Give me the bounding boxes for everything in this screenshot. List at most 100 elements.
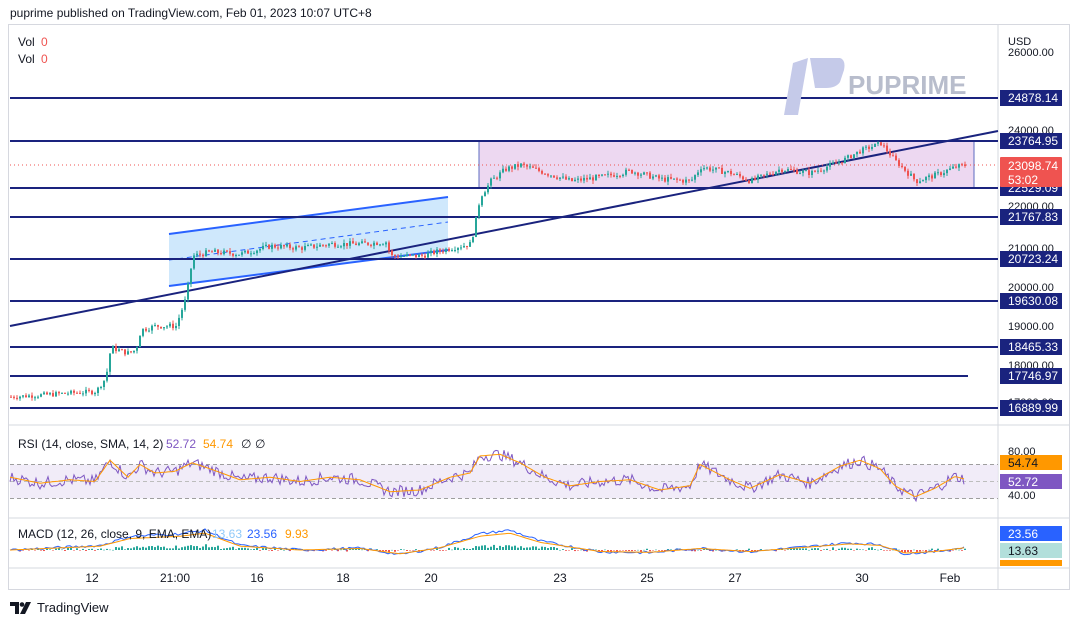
candle-body	[784, 170, 786, 172]
macd-histogram-bar	[394, 550, 396, 552]
macd-histogram-bar	[106, 548, 108, 550]
candle-body	[712, 169, 714, 171]
macd-histogram-bar	[463, 548, 465, 550]
macd-histogram-bar	[268, 550, 270, 551]
candle-body	[436, 249, 438, 255]
candle-body	[799, 172, 801, 174]
candle-body	[385, 242, 387, 245]
candle-body	[583, 177, 585, 181]
rsi-legend-label[interactable]: RSI (14, close, SMA, 14, 2)	[18, 437, 163, 451]
macd-histogram-bar	[46, 548, 48, 550]
macd-histogram-bar	[874, 549, 876, 550]
macd-histogram-bar	[409, 550, 411, 551]
candle-body	[382, 244, 384, 246]
macd-histogram-bar	[652, 550, 654, 551]
price-tick-label: 20000.00	[1008, 282, 1054, 294]
candle-body	[76, 392, 78, 394]
macd-histogram-bar	[661, 550, 663, 551]
rsi-legend-empty-1: ∅	[241, 437, 251, 451]
macd-histogram-bar	[133, 547, 135, 550]
rsi-legend-sma: 54.74	[203, 437, 233, 451]
chart-frame[interactable]	[8, 24, 1070, 590]
candle-body	[658, 175, 660, 179]
candle-body	[655, 175, 657, 177]
macd-histogram-bar	[397, 550, 399, 551]
candle-body	[295, 246, 297, 250]
macd-legend-label[interactable]: MACD (12, 26, close, 9, EMA, EMA)	[18, 527, 211, 541]
candle-body	[28, 395, 30, 398]
candle-body	[346, 242, 348, 246]
macd-histogram-bar	[529, 547, 531, 550]
candle-body	[541, 170, 543, 174]
macd-histogram-bar	[250, 549, 252, 550]
candle-body	[319, 244, 321, 247]
candle-body	[175, 326, 177, 329]
candle-body	[763, 174, 765, 176]
macd-histogram-bar	[514, 545, 516, 550]
macd-histogram-bar	[904, 550, 906, 553]
candle-body	[172, 323, 174, 329]
candle-body	[334, 243, 336, 247]
macd-histogram-bar	[388, 550, 390, 553]
candle-body	[133, 350, 135, 353]
candle-body	[484, 192, 486, 197]
macd-histogram-bar	[826, 548, 828, 550]
macd-histogram-bar	[67, 547, 69, 550]
macd-histogram-bar	[637, 549, 639, 551]
macd-histogram-bar	[607, 550, 609, 552]
macd-histogram-bar	[754, 550, 756, 552]
candle-body	[547, 174, 549, 176]
macd-histogram-bar	[199, 547, 201, 550]
candle-body	[649, 172, 651, 179]
macd-histogram-bar	[544, 546, 546, 550]
candle-body	[895, 155, 897, 161]
candle-body	[904, 166, 906, 171]
candle-body	[193, 255, 195, 269]
tradingview-footer[interactable]: TradingView	[10, 600, 109, 615]
candle-body	[811, 170, 813, 176]
candle-body	[277, 247, 279, 249]
rsi-sma-badge-text: 54.74	[1008, 456, 1038, 470]
candle-body	[301, 247, 303, 250]
candle-body	[907, 170, 909, 176]
macd-histogram-bar	[613, 550, 615, 551]
candle-body	[244, 250, 246, 253]
candle-body	[667, 177, 669, 182]
candle-body	[316, 246, 318, 248]
macd-histogram-bar	[190, 545, 192, 550]
macd-histogram-bar	[508, 545, 510, 550]
macd-histogram-bar	[919, 550, 921, 552]
macd-histogram-bar	[154, 547, 156, 550]
candle-body	[85, 389, 87, 394]
candle-body	[943, 173, 945, 176]
macd-histogram-bar	[583, 550, 585, 552]
macd-histogram-bar	[22, 550, 24, 551]
macd-histogram-bar	[859, 549, 861, 550]
macd-histogram-bar	[391, 549, 393, 551]
candle-body	[700, 169, 702, 173]
candle-body	[607, 173, 609, 175]
candle-body	[535, 167, 537, 169]
macd-histogram-bar	[601, 550, 603, 552]
candle-body	[442, 251, 444, 253]
candle-body	[883, 145, 885, 147]
macd-histogram-bar	[646, 548, 648, 550]
candle-body	[964, 164, 966, 166]
candle-body	[736, 173, 738, 175]
candle-body	[163, 327, 165, 329]
time-axis-label: 16	[250, 571, 264, 585]
candle-body	[706, 167, 708, 169]
macd-line	[9, 528, 965, 556]
macd-histogram-bar	[88, 549, 90, 550]
price-level-badge-text: 16889.99	[1008, 401, 1058, 415]
candle-body	[808, 170, 810, 176]
candle-body	[370, 244, 372, 246]
candle-body	[142, 328, 144, 336]
candle-body	[859, 151, 861, 154]
candle-body	[427, 252, 429, 258]
macd-histogram-bar	[760, 549, 762, 550]
candle-body	[670, 177, 672, 179]
candle-body	[391, 250, 393, 255]
candle-body	[571, 178, 573, 182]
